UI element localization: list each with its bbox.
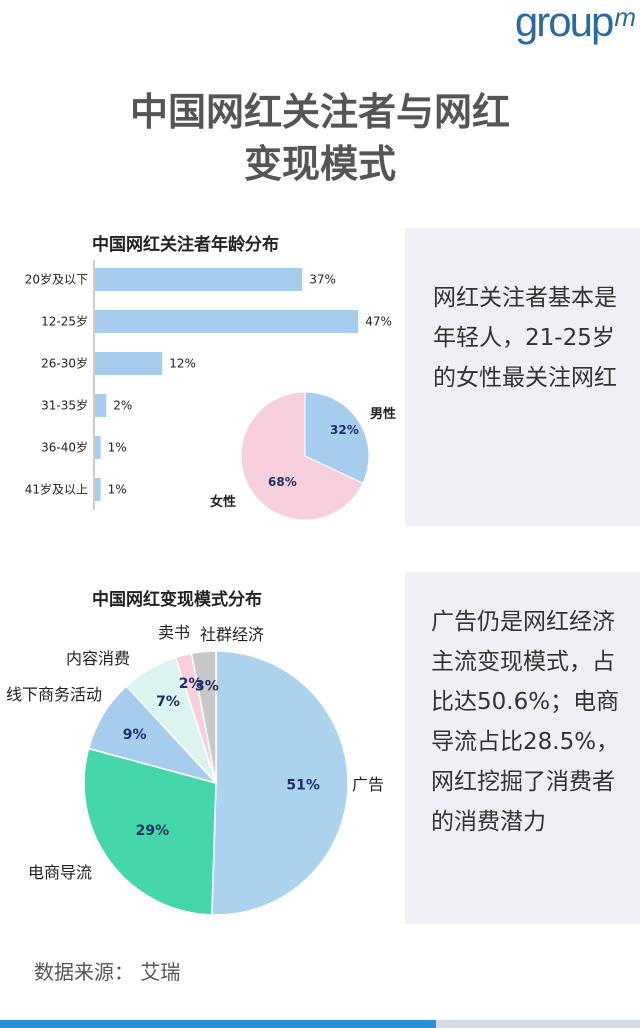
- gender-slice-1: [240, 391, 364, 521]
- insight-box-monetization: 广告仍是网红经济主流变现模式，占比达50.6%；电商导流占比28.5%，网红挖掘…: [405, 572, 640, 924]
- age-category-label-0: 20岁及以下: [25, 272, 88, 287]
- page-title: 中国网红关注者与网红 变现模式: [0, 86, 640, 190]
- age-distribution-chart: 20岁及以下 37% 12-25岁 47% 26-30岁 12% 31-35岁 2% 36-40…: [25, 260, 396, 521]
- age-category-label-4: 36-40岁: [41, 440, 88, 455]
- monetization-category-label-0: 广告: [352, 775, 384, 794]
- age-category-label-1: 12-25岁: [41, 314, 88, 329]
- monetization-value-label-2: 9%: [123, 727, 147, 743]
- page-title-line1: 中国网红关注者与网红: [129, 90, 510, 134]
- age-value-label-0: 37%: [309, 273, 336, 287]
- monetization-category-label-3: 内容消费: [66, 649, 130, 668]
- monetization-value-label-5: 3%: [195, 679, 219, 695]
- insight-text-followers: 网红关注者基本是年轻人，21-25岁的女性最关注网红: [433, 285, 617, 391]
- insight-box-followers: 网红关注者基本是年轻人，21-25岁的女性最关注网红: [405, 228, 640, 526]
- monetization-slice-0: [211, 650, 349, 916]
- gender-value-label-0: 32%: [330, 423, 359, 437]
- age-value-label-3: 2%: [113, 399, 132, 413]
- monetization-category-label-1: 电商导流: [28, 863, 92, 882]
- monetization-value-label-0: 51%: [286, 777, 320, 793]
- monetization-slice-1: [83, 747, 217, 916]
- page-title-line2: 变现模式: [243, 142, 396, 186]
- gender-name-label-0: 男性: [370, 406, 396, 422]
- age-bar-1: [95, 310, 359, 333]
- gender-slice-0: [304, 391, 370, 484]
- age-category-label-5: 41岁及以上: [25, 482, 88, 497]
- gender-value-label-1: 68%: [268, 475, 297, 489]
- monetization-value-label-3: 7%: [156, 694, 180, 710]
- age-category-label-2: 26-30岁: [41, 356, 88, 371]
- groupm-logo: groupm: [514, 0, 636, 45]
- source-note: 数据来源： 艾瑞: [34, 960, 181, 984]
- age-value-label-2: 12%: [169, 357, 196, 371]
- age-category-label-3: 31-35岁: [41, 398, 88, 413]
- age-value-label-4: 1%: [108, 441, 127, 455]
- age-bar-4: [95, 436, 101, 459]
- age-bar-3: [95, 394, 107, 417]
- insight-text-monetization: 广告仍是网红经济主流变现模式，占比达50.6%；电商导流占比28.5%，网红挖掘…: [431, 609, 620, 835]
- age-value-label-1: 47%: [365, 315, 392, 329]
- monetization-chart-title: 中国网红变现模式分布: [92, 590, 262, 610]
- age-bar-2: [95, 352, 163, 375]
- monetization-value-label-4: 2%: [179, 676, 203, 692]
- gender-name-label-1: 女性: [210, 494, 236, 510]
- age-bar-0: [95, 268, 303, 291]
- age-value-label-5: 1%: [108, 483, 127, 497]
- monetization-value-label-1: 29%: [136, 823, 170, 839]
- bottom-accent-bar: [0, 1020, 640, 1028]
- monetization-category-label-4: 卖书: [158, 623, 190, 642]
- age-bar-5: [95, 478, 101, 501]
- age-chart-title: 中国网红关注者年龄分布: [92, 235, 279, 255]
- monetization-slice-5: [190, 650, 217, 784]
- monetization-category-label-2: 线下商务活动: [6, 685, 102, 704]
- monetization-category-label-5: 社群经济: [200, 625, 264, 644]
